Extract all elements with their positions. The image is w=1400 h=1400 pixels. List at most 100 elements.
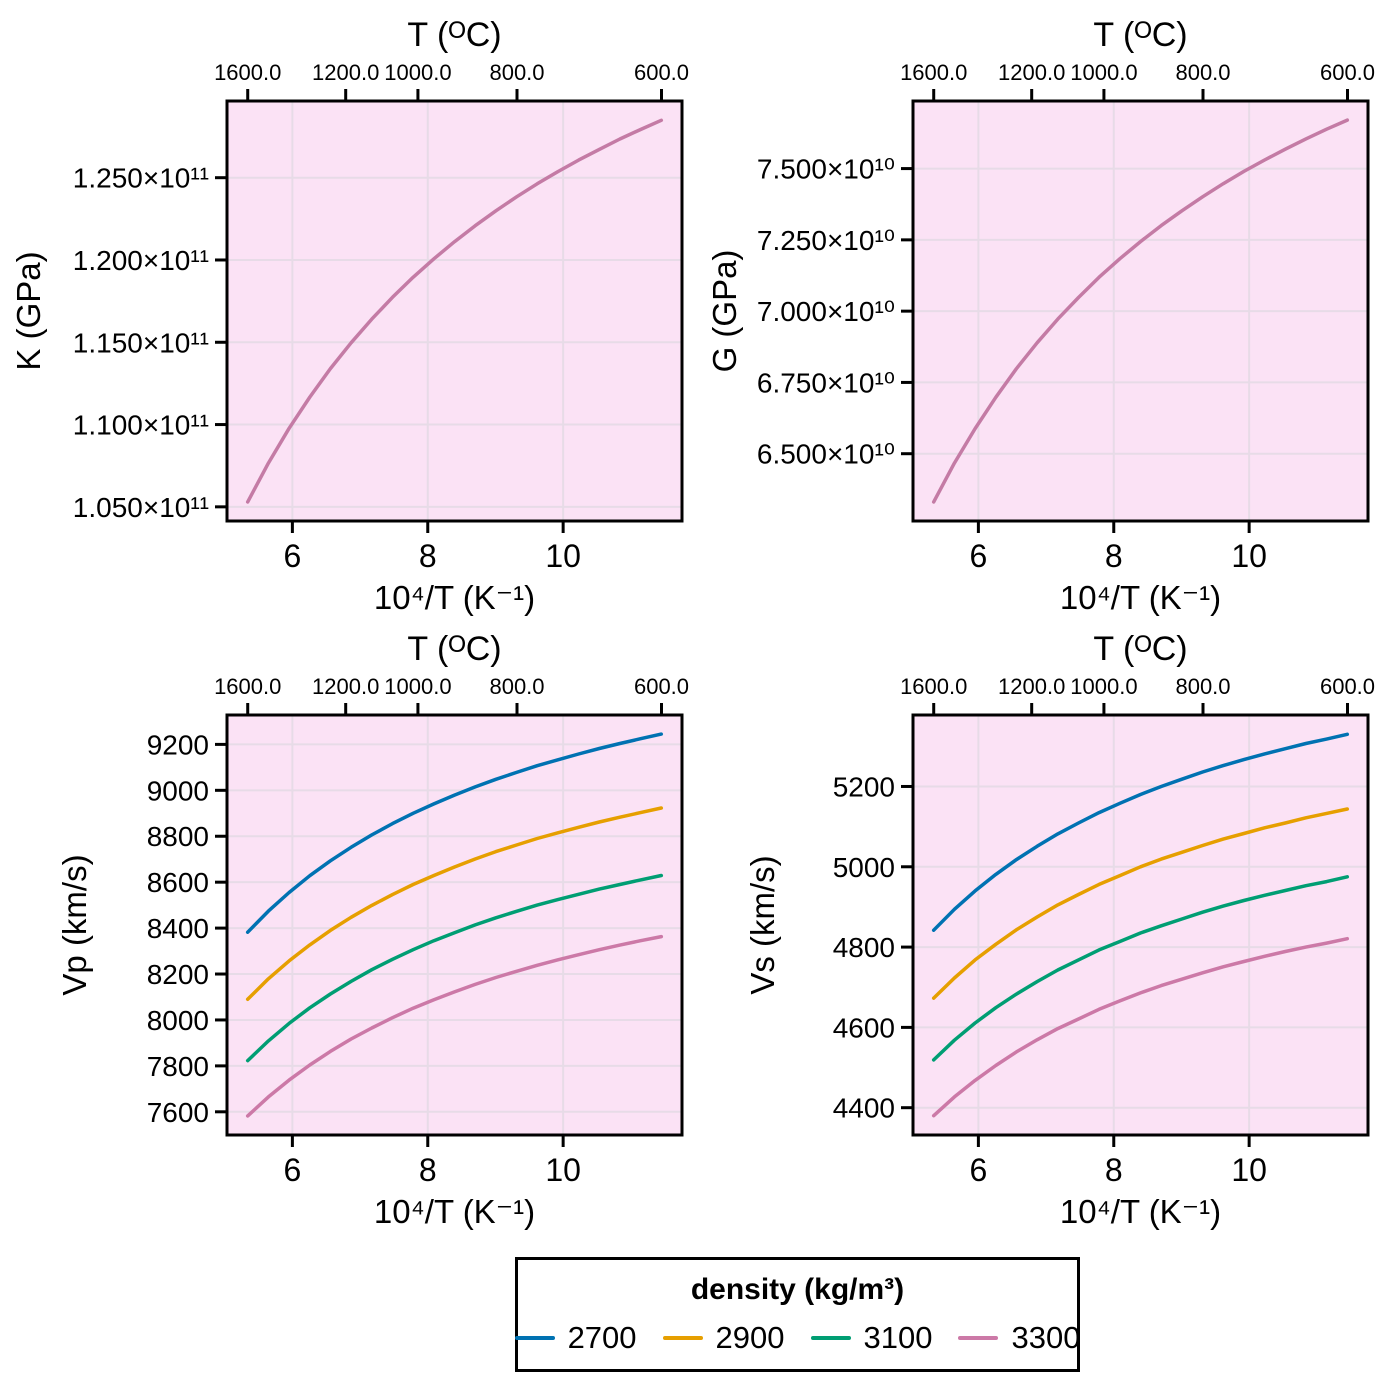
plot-frame: [225, 713, 684, 1137]
y-tick-label: 1.050×10¹¹: [73, 492, 209, 523]
top-tick-label: 600.0: [1320, 60, 1375, 85]
y-tick-label: 6.500×10¹⁰: [757, 439, 895, 470]
curve-3300: [245, 934, 664, 1118]
y-tick-label: 1.200×10¹¹: [73, 245, 209, 276]
y-tick-label: 8400: [147, 913, 209, 944]
x-axis-label: 10⁴/T (K⁻¹): [374, 1193, 535, 1230]
plot-background: [227, 715, 682, 1135]
top-tick-label: 1000.0: [384, 60, 451, 85]
legend-item-2700: 2700: [514, 1320, 637, 1356]
y-tick-label: 8800: [147, 821, 209, 852]
y-tick-label: 7.000×10¹⁰: [757, 296, 895, 327]
top-axis-title: T (ᴼC): [1093, 16, 1187, 54]
curve-3100: [931, 875, 1350, 1062]
legend-item-3100: 3100: [810, 1320, 933, 1356]
chart-vp-velocity: 6 8 10 10⁴/T (K⁻¹) 1600.0 1200.0 1000.0 800.0 60…: [0, 630, 700, 1260]
y-axis-label: Vs (km/s): [744, 855, 781, 994]
x-tick-label: 6: [969, 538, 987, 574]
top-axis-title: T (ᴼC): [1093, 630, 1187, 668]
y-tick-label: 1.150×10¹¹: [73, 327, 209, 358]
y-tick-label: 7.250×10¹⁰: [757, 225, 895, 256]
curve-2900: [931, 807, 1350, 1000]
top-tick-label: 600.0: [634, 674, 689, 699]
axes-decorations: 6 8 10 10⁴/T (K⁻¹) 1600.0 1200.0 1000.0 800.0 60…: [10, 16, 689, 616]
top-tick-label: 1600.0: [900, 674, 967, 699]
legend-label-3100: 3100: [863, 1320, 933, 1355]
x-axis-label: 10⁴/T (K⁻¹): [1060, 579, 1221, 616]
top-tick-label: 800.0: [1175, 60, 1230, 85]
y-axis-label: K (GPa): [10, 251, 47, 370]
top-tick-label: 600.0: [1320, 674, 1375, 699]
plot-background: [227, 101, 682, 521]
chart-vs-velocity: 6 8 10 10⁴/T (K⁻¹) 1600.0 1200.0 1000.0 800.0 60…: [700, 630, 1400, 1260]
y-tick-label: 4800: [833, 932, 895, 963]
series-curves: [245, 732, 664, 1118]
legend: density (kg/m³) 2700 2900 3100 3300: [514, 1257, 1080, 1372]
x-axis-label: 10⁴/T (K⁻¹): [1060, 1193, 1221, 1230]
y-tick-label: 4400: [833, 1093, 895, 1124]
legend-label-2700: 2700: [567, 1320, 637, 1355]
plot-frame: [225, 99, 684, 523]
y-tick-label: 7.500×10¹⁰: [757, 154, 895, 185]
shear-modulus-plot: 6 8 10 10⁴/T (K⁻¹) 1600.0 1200.0 1000.0 800.0 60…: [706, 16, 1375, 616]
plot-frame: [911, 713, 1370, 1137]
legend-line-swatch-3300: [958, 1336, 999, 1340]
x-tick-label: 6: [969, 1152, 987, 1188]
curve-all-densities-curves-overlap-: [931, 118, 1350, 504]
top-tick-label: 1000.0: [1070, 60, 1137, 85]
top-tick-label: 800.0: [1175, 674, 1230, 699]
y-tick-label: 1.250×10¹¹: [73, 163, 209, 194]
legend-title: density (kg/m³): [690, 1273, 905, 1306]
legend-items: 2700 2900 3100 3300: [514, 1320, 1080, 1356]
x-tick-label: 10: [545, 538, 581, 574]
y-tick-label: 5000: [833, 852, 895, 883]
curve-2700: [931, 732, 1350, 932]
top-tick-label: 1200.0: [998, 60, 1065, 85]
y-tick-label: 4600: [833, 1012, 895, 1043]
y-tick-label: 7600: [147, 1097, 209, 1128]
top-tick-label: 800.0: [489, 674, 544, 699]
y-tick-label: 6.750×10¹⁰: [757, 367, 895, 398]
top-tick-label: 800.0: [489, 60, 544, 85]
gridlines: [913, 715, 1368, 1135]
top-tick-label: 1000.0: [1070, 674, 1137, 699]
curve-3300: [931, 936, 1350, 1118]
x-tick-label: 8: [419, 1152, 437, 1188]
y-tick-label: 8000: [147, 1005, 209, 1036]
legend-item-3300: 3300: [958, 1320, 1080, 1356]
legend-line-swatch-3100: [810, 1336, 851, 1340]
curve-all-densities-curves-overlap-: [245, 118, 664, 504]
legend-line-swatch-2700: [514, 1336, 555, 1340]
gridlines: [227, 101, 682, 521]
y-tick-label: 8600: [147, 867, 209, 898]
x-tick-label: 6: [283, 1152, 301, 1188]
top-tick-label: 1600.0: [900, 60, 967, 85]
legend-line-swatch-2900: [662, 1336, 703, 1340]
series-curves: [931, 118, 1350, 504]
curve-3100: [245, 873, 664, 1063]
series-curves: [245, 118, 664, 504]
y-axis-label: G (GPa): [706, 250, 743, 373]
legend-label-3300: 3300: [1011, 1320, 1081, 1355]
x-tick-label: 10: [545, 1152, 581, 1188]
x-tick-label: 10: [1231, 538, 1267, 574]
x-tick-label: 8: [419, 538, 437, 574]
bulk-modulus-plot: 6 8 10 10⁴/T (K⁻¹) 1600.0 1200.0 1000.0 800.0 60…: [10, 16, 689, 616]
legend-label-2900: 2900: [715, 1320, 785, 1355]
y-tick-label: 5200: [833, 771, 895, 802]
y-tick-label: 7800: [147, 1051, 209, 1082]
y-tick-label: 9000: [147, 775, 209, 806]
chart-shear-modulus: 6 8 10 10⁴/T (K⁻¹) 1600.0 1200.0 1000.0 800.0 60…: [700, 0, 1400, 630]
x-tick-label: 6: [283, 538, 301, 574]
vp-velocity-plot: 6 8 10 10⁴/T (K⁻¹) 1600.0 1200.0 1000.0 800.0 60…: [56, 630, 689, 1230]
chart-bulk-modulus: 6 8 10 10⁴/T (K⁻¹) 1600.0 1200.0 1000.0 800.0 60…: [0, 0, 700, 630]
y-axis-label: Vp (km/s): [56, 854, 93, 995]
y-tick-label: 1.100×10¹¹: [73, 410, 209, 441]
axes-decorations: 6 8 10 10⁴/T (K⁻¹) 1600.0 1200.0 1000.0 800.0 60…: [706, 16, 1375, 616]
top-tick-label: 1600.0: [214, 674, 281, 699]
top-tick-label: 1200.0: [312, 674, 379, 699]
curve-2900: [245, 806, 664, 1002]
y-tick-label: 9200: [147, 729, 209, 760]
vs-velocity-plot: 6 8 10 10⁴/T (K⁻¹) 1600.0 1200.0 1000.0 800.0 60…: [744, 630, 1375, 1230]
